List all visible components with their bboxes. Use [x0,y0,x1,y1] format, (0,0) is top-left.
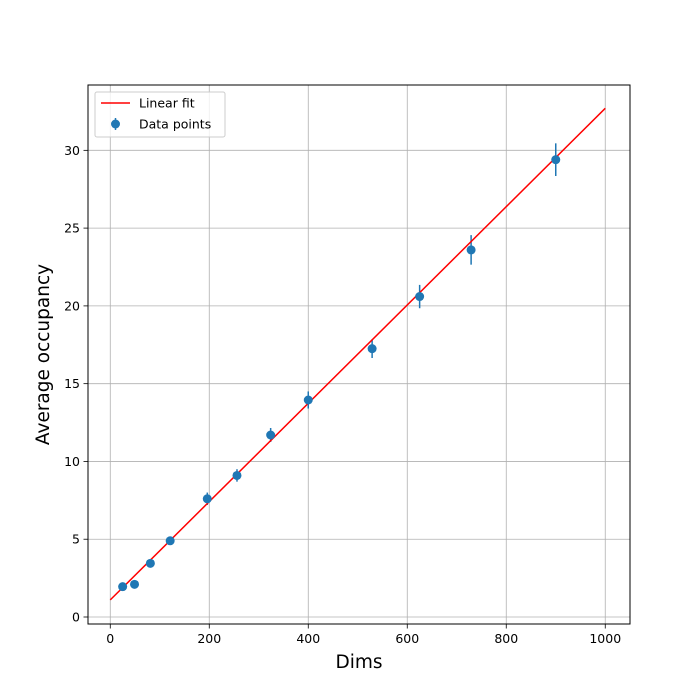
y-axis: 0 5 10 15 20 25 30 [64,143,88,625]
x-tick-label: 1000 [589,631,621,646]
y-tick-label: 30 [64,143,80,158]
grid-layer [88,85,630,624]
x-axis: 0 200 400 600 800 1000 [106,624,621,646]
x-axis-label: Dims [335,652,382,673]
data-point [303,395,313,405]
legend-marker-data-points [111,119,120,129]
data-point [415,292,425,302]
x-tick-label: 600 [395,631,419,646]
data-point [130,579,140,589]
y-tick-label: 0 [72,610,80,625]
data-point [232,470,242,480]
y-tick-label: 10 [64,454,80,469]
x-tick-label: 400 [296,631,320,646]
data-point [202,494,212,504]
data-point [145,558,155,568]
plot-frame [87,84,631,625]
y-tick-label: 5 [72,532,80,547]
data-point [551,155,561,165]
data-point [266,430,276,440]
x-tick-label: 800 [494,631,518,646]
data-point [118,582,128,592]
legend-label-data-points: Data points [139,117,211,132]
legend: Linear fit Data points [94,91,226,138]
x-tick-label: 0 [106,631,114,646]
data-point [367,344,377,354]
x-tick-label: 200 [197,631,221,646]
y-tick-label: 15 [64,376,80,391]
legend-label-linear-fit: Linear fit [139,96,195,111]
data-point [466,245,476,255]
plot-area [88,85,630,624]
y-tick-label: 20 [64,298,80,313]
data-point [165,536,175,546]
data-layer [109,107,606,601]
y-axis-label: Average occupancy [33,264,54,445]
y-tick-label: 25 [64,221,80,236]
linear-fit-line [109,107,606,601]
